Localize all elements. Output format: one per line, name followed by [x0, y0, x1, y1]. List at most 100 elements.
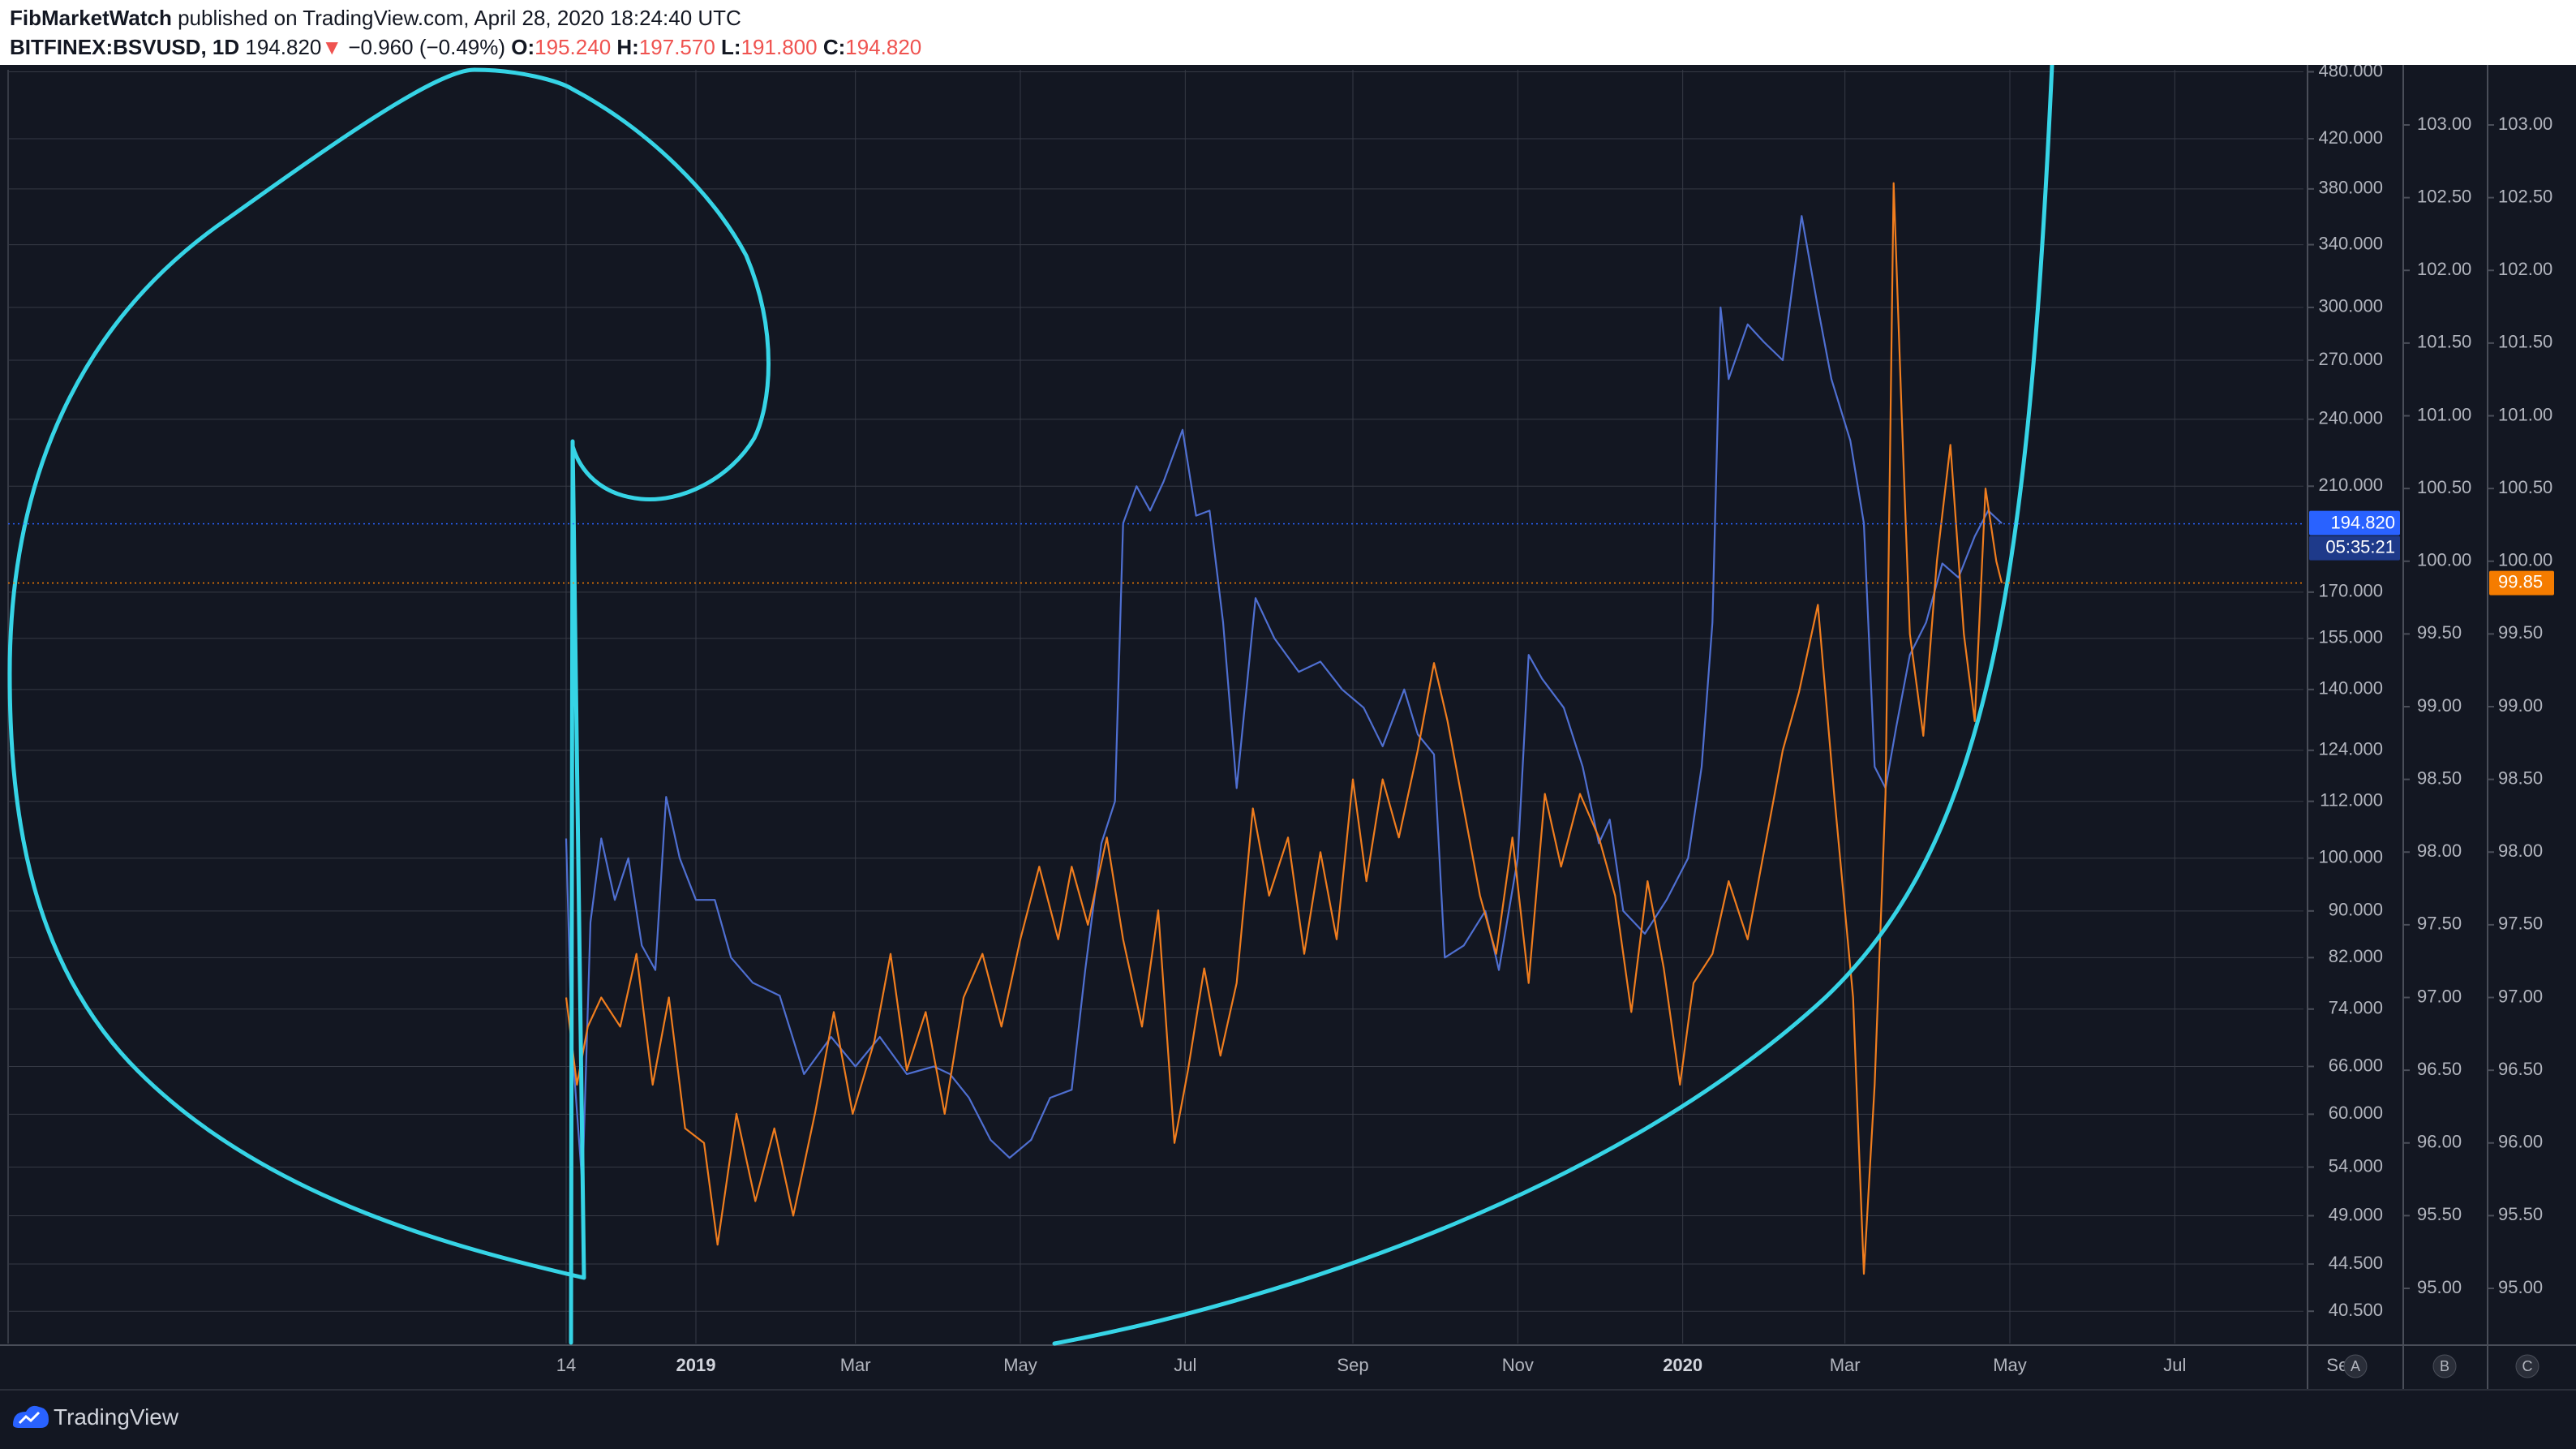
publication-line: FibMarketWatch published on TradingView.… — [10, 6, 741, 31]
scale-c-tick-label: 101.00 — [2498, 404, 2552, 424]
countdown-label-bg — [2309, 535, 2400, 561]
scale-b-tick-label: 98.50 — [2417, 767, 2462, 788]
down-arrow-icon: ▼ — [321, 35, 343, 59]
time-axis-tick-label: Jul — [2163, 1355, 2186, 1375]
scale-c-tick-label: 96.50 — [2498, 1059, 2543, 1079]
scale-b-tick-label: 102.00 — [2417, 259, 2471, 279]
price-axis-tick-label: 44.500 — [2329, 1253, 2383, 1273]
time-axis-tick-label: Nov — [1502, 1355, 1534, 1375]
open-value: 195.240 — [535, 35, 612, 59]
high-value: 197.570 — [638, 35, 715, 59]
axis-button-b[interactable] — [2432, 1354, 2457, 1378]
series-line-blue[interactable] — [565, 215, 2003, 1187]
author-link[interactable]: FibMarketWatch — [10, 6, 172, 30]
scale-c-tick-label: 95.50 — [2498, 1204, 2543, 1224]
time-axis-tick-label: May — [1003, 1355, 1037, 1375]
chart-background — [0, 65, 2576, 1389]
scale-c-tick-label: 100.00 — [2498, 550, 2552, 570]
price-axis-tick-label: 420.000 — [2318, 127, 2383, 148]
price-change: −0.960 (−0.49%) — [348, 35, 506, 59]
chart-header: FibMarketWatch published on TradingView.… — [0, 0, 2576, 65]
close-label: C: — [822, 35, 846, 59]
price-axis-tick-label: 82.000 — [2329, 946, 2383, 966]
scale-b-tick-label: 97.50 — [2417, 914, 2462, 934]
time-axis-tick-label: Mar — [840, 1355, 871, 1375]
scale-b-tick-label: 95.50 — [2417, 1204, 2462, 1224]
axis-button-label: A — [2351, 1358, 2360, 1374]
current-price-label-bg — [2309, 510, 2400, 535]
symbol-label[interactable]: BITFINEX:BSVUSD, 1D — [10, 35, 240, 59]
scale-c-tick-label: 97.50 — [2498, 914, 2543, 934]
ohlc-legend: BITFINEX:BSVUSD, 1D 194.820▼ −0.960 (−0.… — [10, 35, 921, 60]
scale-b-tick-label: 101.00 — [2417, 404, 2471, 424]
price-axis-tick-label: 124.000 — [2318, 739, 2383, 759]
scale-c-tick-label: 102.50 — [2498, 186, 2552, 206]
price-axis-tick-label: 240.000 — [2318, 408, 2383, 428]
price-axis-tick-label: 112.000 — [2320, 790, 2383, 810]
time-axis-tick-label: 2020 — [1663, 1355, 1702, 1375]
price-axis-tick-label: 270.000 — [2318, 349, 2383, 369]
scale-c-tick-label: 96.00 — [2498, 1132, 2543, 1152]
series-line-orange[interactable] — [565, 182, 2003, 1275]
low-label: L: — [721, 35, 741, 59]
scale-c-tick-label: 102.00 — [2498, 259, 2552, 279]
scale-b-tick-label: 102.50 — [2417, 186, 2471, 206]
axis-button-label: C — [2522, 1358, 2533, 1374]
price-axis-tick-label: 170.000 — [2318, 581, 2383, 601]
current-price-label: 194.820 — [2330, 512, 2395, 532]
price-axis-tick-label: 40.500 — [2329, 1300, 2383, 1320]
fibonacci-spiral-drawing[interactable] — [7, 65, 2054, 1346]
scale-b-tick-label: 99.50 — [2417, 622, 2462, 643]
scale-c-tick-label: 103.00 — [2498, 114, 2552, 134]
tradingview-brand[interactable]: TradingView — [54, 1404, 179, 1430]
time-axis-tick-label: Mar — [1830, 1355, 1861, 1375]
tradingview-logo-icon — [13, 1405, 49, 1428]
price-axis-tick-label: 100.000 — [2318, 847, 2383, 867]
time-axis-tick-label: Jul — [1174, 1355, 1196, 1375]
last-price: 194.820 — [245, 35, 322, 59]
price-axis-tick-label: 340.000 — [2318, 233, 2383, 253]
footer-bar — [0, 1389, 2576, 1449]
price-axis-tick-label: 49.000 — [2329, 1204, 2383, 1224]
price-axis-tick-label: 480.000 — [2318, 65, 2383, 80]
price-axis-tick-label: 74.000 — [2329, 998, 2383, 1018]
scale-c-tick-label: 99.00 — [2498, 695, 2543, 716]
scale-b-tick-label: 100.50 — [2417, 477, 2471, 497]
price-chart[interactable]: 480.000 420.000 380.000 340.000 300.000 270.0… — [0, 65, 2576, 1389]
time-axis-tick-label: May — [1993, 1355, 2027, 1375]
price-axis-tick-label: 90.000 — [2329, 900, 2383, 920]
scale-c-current-label-bg — [2489, 570, 2554, 596]
scale-c-tick-label: 95.00 — [2498, 1277, 2543, 1297]
scale-b-tick-label: 96.50 — [2417, 1059, 2462, 1079]
price-axis-tick-label: 60.000 — [2329, 1103, 2383, 1123]
price-axis-tick-label: 210.000 — [2318, 475, 2383, 495]
scale-b-tick-label: 103.00 — [2417, 114, 2471, 134]
countdown-label: 05:35:21 — [2325, 536, 2395, 557]
time-axis-tick-label: 14 — [556, 1355, 576, 1375]
scale-c-tick-label: 98.00 — [2498, 841, 2543, 861]
scale-b-tick-label: 96.00 — [2417, 1132, 2462, 1152]
time-axis-tick-label: 2019 — [676, 1355, 716, 1375]
close-value: 194.820 — [845, 35, 922, 59]
published-text: published on TradingView.com, April 28, … — [171, 6, 741, 30]
scale-c-tick-label: 99.50 — [2498, 622, 2543, 643]
scale-b-tick-label: 97.00 — [2417, 986, 2462, 1006]
scale-b-tick-label: 95.00 — [2417, 1277, 2462, 1297]
price-axis-tick-label: 66.000 — [2329, 1055, 2383, 1075]
high-label: H: — [616, 35, 639, 59]
scale-b-tick-label: 99.00 — [2417, 695, 2462, 716]
scale-c-tick-label: 100.50 — [2498, 477, 2552, 497]
scale-c-current-label: 99.85 — [2498, 571, 2543, 591]
axis-button-label: B — [2440, 1358, 2449, 1374]
time-axis-tick-label: Sep — [1337, 1355, 1368, 1375]
price-axis-tick-label: 155.000 — [2318, 627, 2383, 647]
scale-b-tick-label: 101.50 — [2417, 332, 2471, 352]
axis-button-a[interactable] — [2343, 1354, 2368, 1378]
scale-c-tick-label: 101.50 — [2498, 332, 2552, 352]
axis-button-c[interactable] — [2515, 1354, 2540, 1378]
scale-b-tick-label: 98.00 — [2417, 841, 2462, 861]
price-axis-tick-label: 300.000 — [2318, 296, 2383, 316]
scale-c-tick-label: 97.00 — [2498, 986, 2543, 1006]
price-axis-tick-label: 140.000 — [2318, 678, 2383, 699]
scale-b-tick-label: 100.00 — [2417, 550, 2471, 570]
